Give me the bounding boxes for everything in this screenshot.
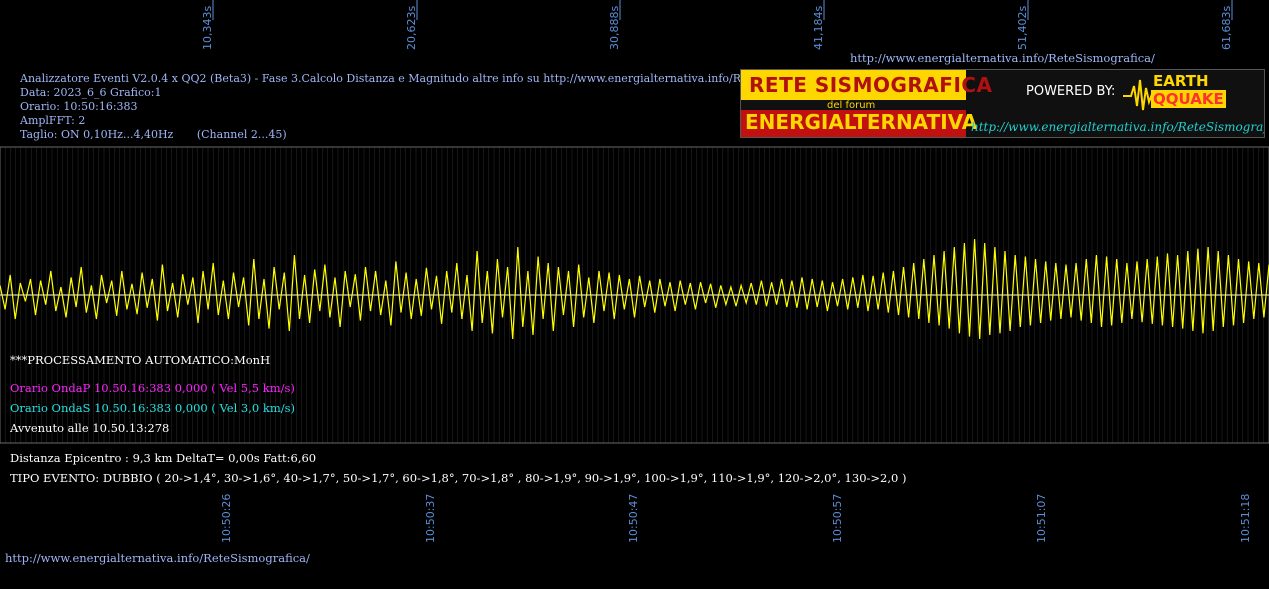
occurred-time: Avvenuto alle 10.50.13:278: [10, 421, 170, 435]
p-wave-time: Orario OndaP 10.50.16:383 0,000 ( Vel 5,…: [10, 381, 295, 395]
banner-url[interactable]: http://www.energialternativa.info/ReteSi…: [971, 120, 1265, 134]
bottom-axis: 10:50:26 10:50:37 10:50:47 10:50:57 10:51:07…: [220, 494, 1252, 543]
banner-yellow-strip: [741, 70, 966, 100]
top-axis-label: 41,184s: [812, 6, 825, 50]
top-axis-label: 30,888s: [608, 6, 621, 50]
top-axis: 10,343s 20,623s 30,888s 41,184s 51,402s 61,68…: [201, 0, 1233, 50]
header-ampl-line: AmplFFT: 2: [20, 114, 86, 127]
top-axis-label: 51,402s: [1016, 6, 1029, 50]
banner-subtitle: del forum: [827, 100, 876, 111]
banner-title-2: ENERGIALTERNATIVA: [745, 110, 978, 134]
top-axis-label: 10,343s: [201, 6, 214, 50]
bottom-axis-label: 10:51:07: [1035, 494, 1048, 543]
bottom-axis-label: 10:50:57: [831, 494, 844, 543]
filter-text: Taglio: ON 0,10Hz...4,40Hz: [20, 128, 174, 141]
header-info: Analizzatore Eventi V2.0.4 x QQ2 (Beta3)…: [20, 72, 835, 142]
brand-qquake: QQUAKE: [1151, 90, 1226, 108]
channel-text: (Channel 2...45): [196, 128, 287, 141]
bottom-axis-label: 10:50:47: [627, 494, 640, 543]
header-time-line: Orario: 10:50:16:383: [20, 100, 138, 113]
top-url-link[interactable]: http://www.energialternativa.info/ReteSi…: [850, 51, 1155, 65]
seismograph-icon: [1123, 79, 1163, 111]
banner-title-1: RETE SISMOGRAFICA: [749, 73, 993, 97]
bottom-axis-label: 10:50:37: [424, 494, 437, 543]
header-filter-line: Taglio: ON 0,10Hz...4,40Hz (Channel 2...…: [20, 128, 835, 142]
seismic-trace: [0, 238, 1269, 340]
header-date-line: Data: 2023_6_6 Grafico:1: [20, 86, 162, 99]
bottom-axis-label: 10:50:26: [220, 494, 233, 543]
top-axis-label: 61,683s: [1220, 6, 1233, 50]
brand-earth: EARTH: [1153, 72, 1209, 90]
bottom-axis-label: 10:51:18: [1239, 494, 1252, 543]
event-type: TIPO EVENTO: DUBBIO ( 20->1,4°, 30->1,6°…: [10, 471, 907, 485]
s-wave-time: Orario OndaS 10.50.16:383 0,000 ( Vel 3,…: [10, 401, 296, 415]
powered-by-label: POWERED BY:: [1026, 84, 1116, 99]
footer-url-link[interactable]: http://www.energialternativa.info/ReteSi…: [5, 551, 310, 565]
banner-red-strip: [741, 110, 966, 137]
header-title-line: Analizzatore Eventi V2.0.4 x QQ2 (Beta3)…: [20, 72, 835, 85]
epicenter-distance: Distanza Epicentro : 9,3 km DeltaT= 0,00…: [10, 451, 317, 465]
processing-label: ***PROCESSAMENTO AUTOMATICO:MonH: [10, 353, 271, 367]
top-axis-label: 20,623s: [405, 6, 418, 50]
rete-sismografica-banner[interactable]: RETE SISMOGRAFICA del forum ENERGIALTERN…: [740, 69, 1265, 138]
